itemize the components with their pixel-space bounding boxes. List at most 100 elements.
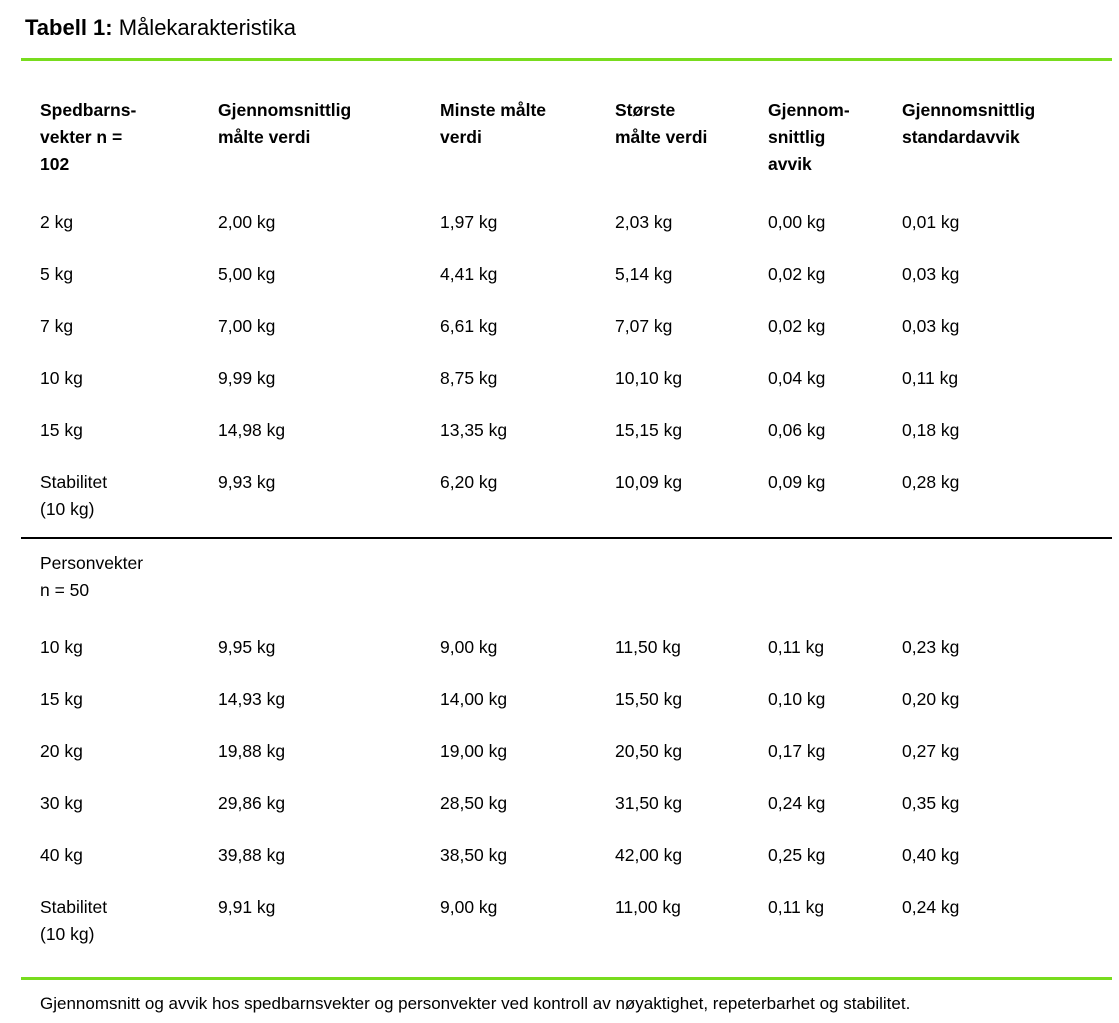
bottom-rule	[21, 976, 1112, 980]
table-title: Tabell 1: Målekarakteristika	[0, 0, 1119, 43]
table-row: 10 kg 9,95 kg 9,00 kg 11,50 kg 0,11 kg 0,23 k…	[0, 634, 1119, 686]
value-cell: 5,00 kg	[218, 263, 276, 284]
value-cell: 0,01 kg	[902, 211, 960, 232]
row-label-cell: 10 kg	[40, 636, 83, 657]
value-cell: 2,00 kg	[218, 211, 276, 232]
value-cell: 42,00 kg	[615, 844, 683, 865]
value-cell: 14,93 kg	[218, 688, 286, 709]
table-row: 20 kg 19,88 kg 19,00 kg 20,50 kg 0,17 kg 0,27…	[0, 738, 1119, 790]
value-cell: 6,61 kg	[440, 315, 498, 336]
value-cell: 11,00 kg	[615, 896, 681, 917]
value-cell: 28,50 kg	[440, 792, 508, 813]
value-cell: 9,91 kg	[218, 896, 276, 917]
column-header: Gjennom- snittlig avvik	[768, 99, 850, 174]
value-cell: 39,88 kg	[218, 844, 286, 865]
value-cell: 9,00 kg	[440, 896, 498, 917]
value-cell: 9,99 kg	[218, 367, 276, 388]
value-cell: 6,20 kg	[440, 471, 498, 492]
value-cell: 10,10 kg	[615, 367, 683, 388]
value-cell: 0,24 kg	[768, 792, 826, 813]
value-cell: 0,28 kg	[902, 471, 960, 492]
value-cell: 0,09 kg	[768, 471, 826, 492]
value-cell: 20,50 kg	[615, 740, 683, 761]
value-cell: 19,00 kg	[440, 740, 508, 761]
value-cell: 38,50 kg	[440, 844, 508, 865]
table-row: 15 kg 14,93 kg 14,00 kg 15,50 kg 0,10 kg 0,20…	[0, 686, 1119, 738]
value-cell: 14,00 kg	[440, 688, 508, 709]
column-header: Minste målte verdi	[440, 99, 546, 147]
value-cell: 7,07 kg	[615, 315, 673, 336]
measurement-table: Spedbarns- vekter n = 102 Gjennomsnittlig…	[0, 97, 1119, 962]
value-cell: 31,50 kg	[615, 792, 683, 813]
value-cell: 0,11 kg	[902, 367, 959, 388]
row-label-cell: Stabilitet (10 kg)	[40, 471, 108, 519]
table-row: 40 kg 39,88 kg 38,50 kg 42,00 kg 0,25 kg 0,40…	[0, 842, 1119, 894]
value-cell: 0,02 kg	[768, 263, 826, 284]
value-cell: 9,95 kg	[218, 636, 276, 657]
table-row: 10 kg 9,99 kg 8,75 kg 10,10 kg 0,04 kg 0,11 k…	[0, 365, 1119, 417]
value-cell: 9,00 kg	[440, 636, 498, 657]
value-cell: 0,11 kg	[768, 896, 825, 917]
row-label-cell: 7 kg	[40, 315, 74, 336]
value-cell: 15,15 kg	[615, 419, 683, 440]
column-header: Gjennomsnittlig målte verdi	[218, 99, 352, 147]
value-cell: 0,17 kg	[768, 740, 826, 761]
column-header: Største målte verdi	[615, 99, 708, 147]
value-cell: 0,10 kg	[768, 688, 826, 709]
value-cell: 2,03 kg	[615, 211, 673, 232]
value-cell: 29,86 kg	[218, 792, 286, 813]
row-label-cell: 15 kg	[40, 419, 83, 440]
section-header-row: Personvekter n = 50	[0, 539, 1119, 634]
value-cell: 0,40 kg	[902, 844, 960, 865]
value-cell: 0,35 kg	[902, 792, 960, 813]
value-cell: 13,35 kg	[440, 419, 508, 440]
table-body: 2 kg 2,00 kg 1,97 kg 2,03 kg 0,00 kg 0,01 kg 5…	[0, 209, 1119, 962]
row-label-cell: 5 kg	[40, 263, 74, 284]
row-label-cell: 30 kg	[40, 792, 83, 813]
value-cell: 0,25 kg	[768, 844, 826, 865]
section-divider-line	[21, 536, 1112, 539]
value-cell: 4,41 kg	[440, 263, 498, 284]
value-cell: 1,97 kg	[440, 211, 498, 232]
value-cell: 0,23 kg	[902, 636, 960, 657]
row-label-cell: 40 kg	[40, 844, 83, 865]
value-cell: 14,98 kg	[218, 419, 286, 440]
column-header: Gjennomsnittlig standardavvik	[902, 99, 1036, 147]
value-cell: 0,11 kg	[768, 636, 825, 657]
value-cell: 0,27 kg	[902, 740, 960, 761]
table-row: 15 kg 14,98 kg 13,35 kg 15,15 kg 0,06 kg 0,18…	[0, 417, 1119, 469]
value-cell: 10,09 kg	[615, 471, 683, 492]
section-label: Personvekter n = 50	[40, 552, 144, 600]
value-cell: 0,04 kg	[768, 367, 826, 388]
value-cell: 19,88 kg	[218, 740, 286, 761]
table-row: 30 kg 29,86 kg 28,50 kg 31,50 kg 0,24 kg 0,35…	[0, 790, 1119, 842]
value-cell: 0,06 kg	[768, 419, 826, 440]
table-caption: Gjennomsnitt og avvik hos spedbarnsvekte…	[40, 993, 911, 1013]
row-label-cell: Stabilitet (10 kg)	[40, 896, 108, 944]
table-row: Stabilitet (10 kg) 9,91 kg 9,00 kg 11,00 kg…	[0, 894, 1119, 962]
row-label-cell: 2 kg	[40, 211, 74, 232]
top-rule	[21, 57, 1112, 61]
value-cell: 0,18 kg	[902, 419, 960, 440]
table-row: 7 kg 7,00 kg 6,61 kg 7,07 kg 0,02 kg 0,03 kg	[0, 313, 1119, 365]
value-cell: 0,03 kg	[902, 263, 960, 284]
row-label-cell: 10 kg	[40, 367, 83, 388]
row-label-cell: 20 kg	[40, 740, 83, 761]
table-row: 5 kg 5,00 kg 4,41 kg 5,14 kg 0,02 kg 0,03 kg	[0, 261, 1119, 313]
value-cell: 0,24 kg	[902, 896, 960, 917]
table-header-row: Spedbarns- vekter n = 102 Gjennomsnittlig…	[0, 97, 1119, 209]
value-cell: 9,93 kg	[218, 471, 276, 492]
row-label-cell: 15 kg	[40, 688, 83, 709]
column-header: Spedbarns- vekter n = 102	[40, 99, 137, 174]
value-cell: 8,75 kg	[440, 367, 498, 388]
table-title-text: Målekarakteristika	[118, 15, 297, 40]
table-row: Stabilitet (10 kg) 9,93 kg 6,20 kg 10,09 kg…	[0, 469, 1119, 537]
value-cell: 15,50 kg	[615, 688, 683, 709]
value-cell: 0,20 kg	[902, 688, 960, 709]
table-row: 2 kg 2,00 kg 1,97 kg 2,03 kg 0,00 kg 0,01 kg	[0, 209, 1119, 261]
value-cell: 7,00 kg	[218, 315, 276, 336]
value-cell: 11,50 kg	[615, 636, 681, 657]
value-cell: 0,03 kg	[902, 315, 960, 336]
value-cell: 0,02 kg	[768, 315, 826, 336]
